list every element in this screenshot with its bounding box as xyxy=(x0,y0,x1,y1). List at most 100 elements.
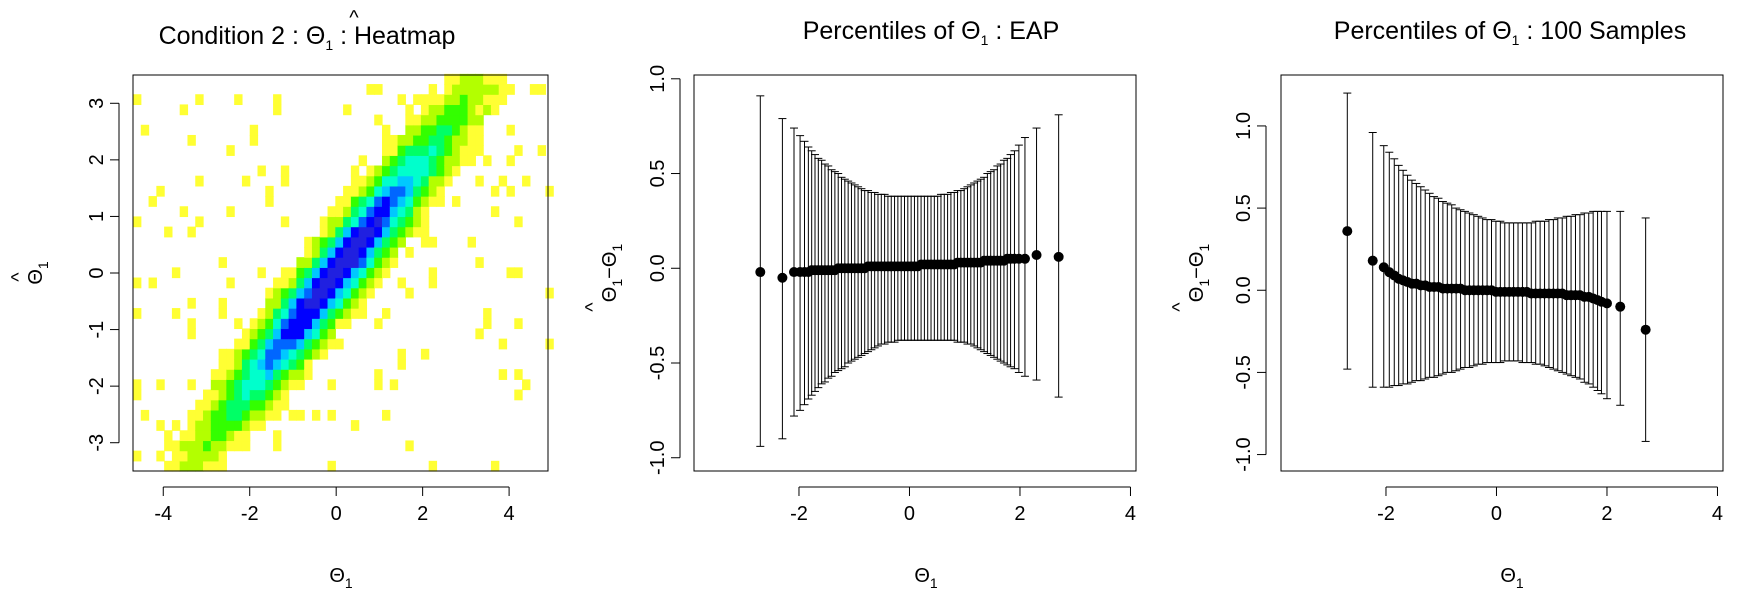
heatmap-cell xyxy=(467,114,476,126)
heatmap-cell xyxy=(389,206,399,218)
heatmap-cell xyxy=(428,267,438,279)
heatmap-cell xyxy=(210,420,220,431)
heatmap-cell xyxy=(350,287,360,299)
heatmap-cell xyxy=(288,297,298,309)
heatmap-cell xyxy=(241,175,251,187)
heatmap-cell xyxy=(506,267,515,279)
heatmap-cell xyxy=(467,155,476,167)
heatmap-cell xyxy=(335,308,344,319)
eap-x-tick-label: 4 xyxy=(1125,503,1136,525)
heatmap-cell xyxy=(397,226,406,238)
heatmap-cell xyxy=(288,328,298,340)
heatmap-cell xyxy=(467,104,476,116)
heatmap-cell xyxy=(226,409,235,421)
heatmap-cell xyxy=(265,358,274,370)
heatmap-y-tick-label: -3 xyxy=(86,434,108,452)
heatmap-cell xyxy=(459,94,469,106)
heatmap-cell xyxy=(405,216,414,228)
heatmap-cell xyxy=(335,318,344,330)
heatmap-cell xyxy=(475,257,484,268)
heatmap-cell xyxy=(506,84,515,95)
heatmap-cell xyxy=(358,277,368,289)
heatmap-cell xyxy=(420,175,430,187)
heatmap-cell xyxy=(382,165,391,177)
heatmap-cell xyxy=(241,420,251,431)
heatmap-cell xyxy=(444,145,453,156)
heatmap-cell xyxy=(405,175,414,187)
heatmap-cell xyxy=(280,369,290,380)
heatmap-cell xyxy=(195,216,204,228)
heatmap-cell xyxy=(343,104,352,116)
heatmap-cell xyxy=(382,145,391,156)
heatmap-cell xyxy=(428,155,438,167)
heatmap-cell xyxy=(195,420,204,431)
heatmap-cell xyxy=(265,308,274,319)
heatmap-cell xyxy=(452,155,461,167)
heatmap-cells xyxy=(133,73,554,472)
heatmap-cell xyxy=(288,358,298,370)
heatmap-cell xyxy=(358,297,368,309)
heatmap-cell xyxy=(475,73,484,85)
heatmap-cell xyxy=(218,358,227,370)
heatmap-x-label: Θ1 xyxy=(329,565,353,591)
heatmap-cell xyxy=(265,409,274,421)
heatmap-cell xyxy=(187,328,196,340)
heatmap-cell xyxy=(545,338,554,350)
heatmap-cell xyxy=(413,216,422,228)
heatmap-cell xyxy=(249,338,259,350)
heatmap-cell xyxy=(265,196,274,207)
heatmap-cell xyxy=(133,277,142,289)
heatmap-cell xyxy=(304,318,313,330)
heatmap-cell xyxy=(358,246,368,258)
heatmap-cell xyxy=(187,450,196,462)
heatmap-y-tick-label: 0 xyxy=(86,267,108,278)
heatmap-cell xyxy=(164,440,173,452)
heatmap-cell xyxy=(374,246,383,258)
heatmap-cell xyxy=(304,297,313,309)
heatmap-cell xyxy=(273,409,282,421)
heatmap-cell xyxy=(459,73,469,85)
heatmap-cell xyxy=(288,409,298,421)
heatmap-cell xyxy=(273,318,282,330)
heatmap-cell xyxy=(257,165,266,177)
heatmap-cell xyxy=(327,216,336,228)
heatmap-cell xyxy=(444,175,453,187)
heatmap-cell xyxy=(389,155,399,167)
heatmap-cell xyxy=(257,399,266,411)
heatmap-cell xyxy=(296,287,305,299)
heatmap-cell xyxy=(296,267,305,279)
eap-plot-frame xyxy=(693,74,1137,472)
eap-point xyxy=(755,267,766,278)
heatmap-cell xyxy=(343,196,352,207)
heatmap-cell xyxy=(389,165,399,177)
heatmap-cell xyxy=(343,236,352,248)
heatmap-cell xyxy=(226,358,235,370)
heatmap-cell xyxy=(226,348,235,360)
heatmap-cell xyxy=(498,73,508,85)
heatmap-cell xyxy=(382,216,391,228)
heatmap-cell xyxy=(358,236,368,248)
heatmap-cell xyxy=(187,440,196,452)
heatmap-cell xyxy=(382,175,391,187)
heatmap-cell xyxy=(436,124,445,136)
heatmap-cell xyxy=(358,287,368,299)
heatmap-cell xyxy=(397,277,406,289)
heatmap-cell xyxy=(475,114,484,126)
heatmap-cell xyxy=(420,185,430,197)
heatmap-cell xyxy=(475,175,484,187)
heatmap-cell xyxy=(343,297,352,309)
samples-x-label: Θ1 xyxy=(1500,565,1524,591)
heatmap-cell xyxy=(249,409,259,421)
heatmap-cell xyxy=(366,84,375,95)
heatmap-cell xyxy=(203,460,212,472)
heatmap-cell xyxy=(452,165,461,177)
eap-y-tick-label: 1.0 xyxy=(647,65,669,93)
heatmap-cell xyxy=(389,134,399,146)
heatmap-cell xyxy=(459,145,469,156)
heatmap-cell xyxy=(335,226,344,238)
heatmap-cell xyxy=(389,196,399,207)
heatmap-cell xyxy=(280,165,290,177)
heatmap-cell xyxy=(327,226,336,238)
heatmap-cell xyxy=(374,236,383,248)
heatmap-cell xyxy=(257,308,266,319)
